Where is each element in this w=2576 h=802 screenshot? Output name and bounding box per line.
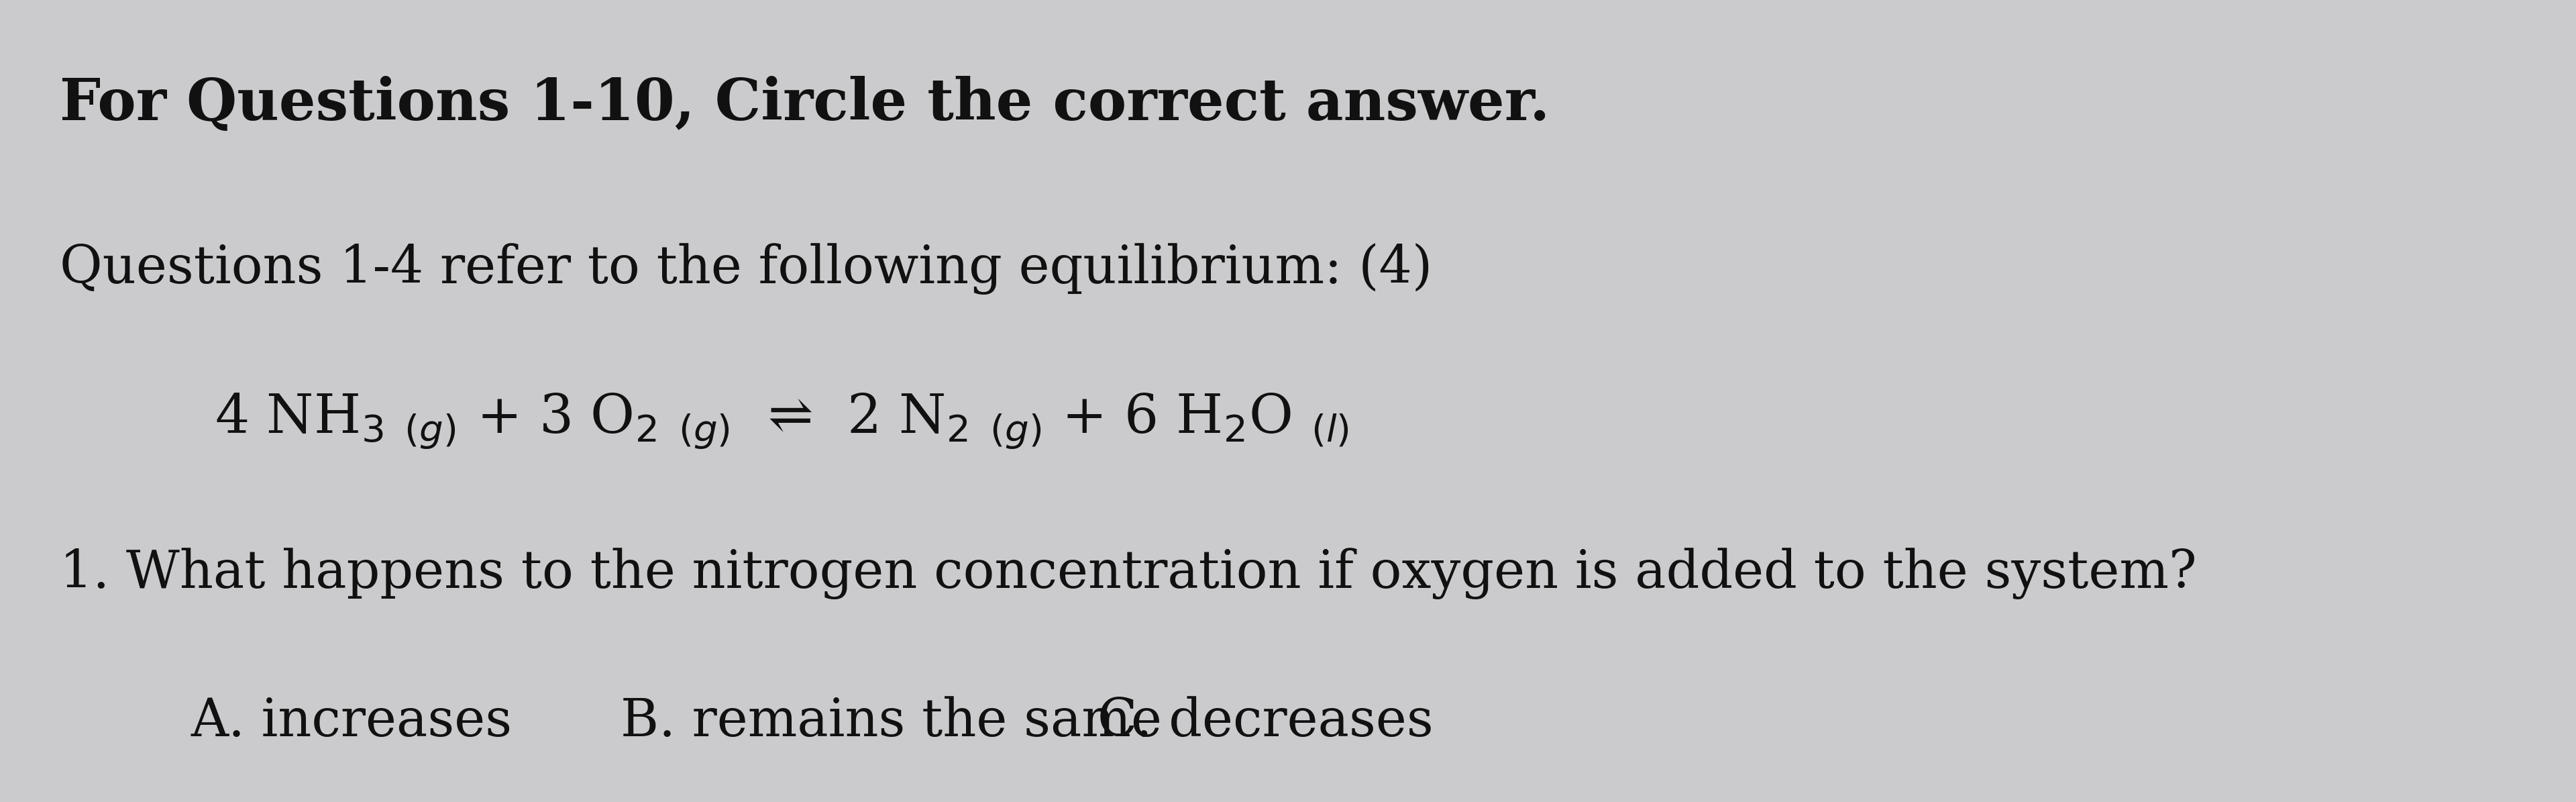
Text: Questions 1-4 refer to the following equilibrium: (4): Questions 1-4 refer to the following equ… — [59, 243, 1432, 294]
Text: B. remains the same: B. remains the same — [621, 696, 1162, 747]
Text: 4 NH$_3$ $_{(g)}$ + 3 O$_2$ $_{(g)}$  ⇌  2 N$_2$ $_{(g)}$ + 6 H$_2$O $_{(l)}$: 4 NH$_3$ $_{(g)}$ + 3 O$_2$ $_{(g)}$ ⇌ 2… — [214, 391, 1350, 451]
Text: For Questions 1-10, Circle the correct answer.: For Questions 1-10, Circle the correct a… — [59, 76, 1551, 132]
Text: A. increases: A. increases — [191, 696, 513, 747]
Text: C. decreases: C. decreases — [1097, 696, 1432, 747]
Text: 1. What happens to the nitrogen concentration if oxygen is added to the system?: 1. What happens to the nitrogen concentr… — [59, 548, 2197, 599]
